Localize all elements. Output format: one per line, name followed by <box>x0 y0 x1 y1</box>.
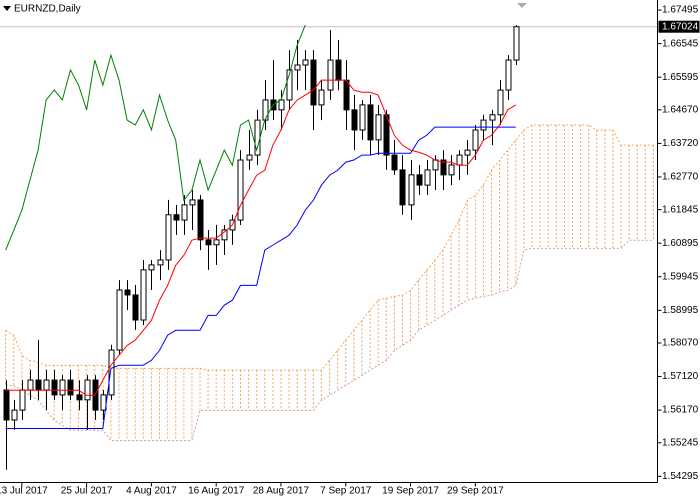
y-tick-label: 1.59945 <box>662 271 699 282</box>
candle-body <box>286 69 293 101</box>
x-tick-label: 28 Aug 2017 <box>253 486 310 497</box>
candle-body <box>505 59 512 91</box>
x-tick-label: 25 Jul 2017 <box>61 486 113 497</box>
candle-body <box>278 99 285 111</box>
candle-body <box>302 59 309 66</box>
shift-marker <box>517 3 527 8</box>
y-tick-label: 1.61845 <box>662 204 699 215</box>
candle-body <box>189 199 196 206</box>
candle-body <box>432 159 439 171</box>
candle-body <box>246 154 253 161</box>
candle-body <box>124 289 131 296</box>
y-tick-label: 1.65595 <box>662 72 699 83</box>
y-tick-label: 1.55245 <box>662 437 699 448</box>
candle-body <box>197 199 204 241</box>
candle-body <box>318 89 325 106</box>
y-tick-label: 1.60895 <box>662 238 699 249</box>
candle-body <box>391 154 398 171</box>
candle-body <box>408 174 415 206</box>
candle-body <box>440 159 447 176</box>
price-label: 1.67024 <box>662 21 699 32</box>
senkou-span-b <box>5 239 654 441</box>
candle-body <box>497 89 504 116</box>
kijun-sen <box>5 126 516 429</box>
candle-body <box>132 294 139 321</box>
candle-body <box>11 409 18 421</box>
candle-body <box>351 109 358 131</box>
candle-body <box>327 59 334 91</box>
candle-body <box>84 379 91 401</box>
candle-body <box>416 174 423 186</box>
y-tick-label: 1.54295 <box>662 471 699 482</box>
y-tick-label: 1.57120 <box>662 371 699 382</box>
candle-body <box>254 119 261 156</box>
candle-body <box>375 114 382 141</box>
x-tick-label: 19 Sep 2017 <box>382 486 439 497</box>
candle-body <box>424 169 431 186</box>
candle-body <box>108 349 115 396</box>
candle-body <box>140 269 147 321</box>
y-tick-label: 1.64670 <box>662 104 699 115</box>
candle-body <box>399 169 406 206</box>
candle-body <box>448 164 455 176</box>
price-label-box <box>658 20 700 33</box>
candle-body <box>27 379 34 391</box>
y-tick-label: 1.62770 <box>662 172 699 183</box>
candle-body <box>237 159 244 221</box>
plot-area <box>0 24 658 470</box>
candle-body <box>456 154 463 166</box>
tenkan-sen <box>5 79 517 396</box>
candle-body <box>513 26 520 61</box>
y-tick-label: 1.63720 <box>662 138 699 149</box>
x-tick-label: 16 Aug 2017 <box>188 486 245 497</box>
x-tick-label: 13 Jul 2017 <box>0 486 48 497</box>
candle-body <box>59 379 66 396</box>
candle-body <box>67 379 74 396</box>
candle-body <box>76 394 83 401</box>
candle-body <box>181 204 188 221</box>
chikou-span <box>5 24 306 251</box>
candle-body <box>489 114 496 121</box>
chart-title: EURNZD,Daily <box>14 4 81 15</box>
candle-body <box>359 104 366 131</box>
candle-body <box>205 239 212 246</box>
candle-body <box>116 289 123 351</box>
candle-body <box>165 214 172 261</box>
candle-body <box>335 59 342 81</box>
symbol-menu-icon[interactable] <box>3 6 11 11</box>
candle-body <box>367 104 374 141</box>
candle-body <box>213 239 220 246</box>
candle-body <box>310 59 317 106</box>
candle-body <box>51 379 58 396</box>
candle-body <box>3 389 10 421</box>
x-tick-label: 29 Sep 2017 <box>447 486 504 497</box>
candle-body <box>480 119 487 131</box>
y-tick-label: 1.56170 <box>662 405 699 416</box>
y-tick-label: 1.66545 <box>662 38 699 49</box>
candle-body <box>262 99 269 121</box>
candle-body <box>148 264 155 271</box>
x-tick-label: 7 Sep 2017 <box>320 486 372 497</box>
candle-body <box>157 259 164 266</box>
y-tick-label: 1.67495 <box>662 5 699 16</box>
candle-body <box>472 129 479 151</box>
candle-body <box>35 379 42 391</box>
y-tick-label: 1.58070 <box>662 338 699 349</box>
y-tick-label: 1.58995 <box>662 305 699 316</box>
candle-body <box>294 64 301 71</box>
candle-body <box>464 149 471 156</box>
candle-body <box>221 229 228 241</box>
candle-body <box>173 214 180 221</box>
candle-body <box>343 79 350 111</box>
x-tick-label: 4 Aug 2017 <box>126 486 177 497</box>
candle-body <box>19 389 26 411</box>
candle-body <box>43 379 50 391</box>
